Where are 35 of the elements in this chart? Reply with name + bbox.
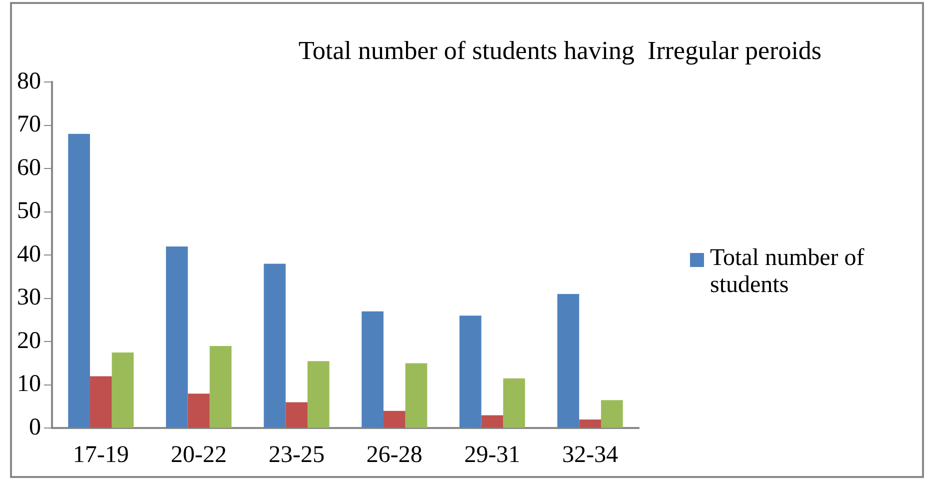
x-tick-label: 20-22	[170, 442, 227, 468]
x-tick-label: 32-34	[562, 442, 618, 468]
bar	[481, 415, 504, 428]
bar	[503, 378, 526, 428]
legend-label: Total number of students	[710, 245, 866, 299]
bar	[166, 246, 188, 428]
bar	[405, 363, 428, 428]
bar	[112, 352, 134, 428]
bar	[90, 376, 112, 428]
x-tick-label: 23-25	[268, 442, 325, 468]
bar	[210, 346, 232, 428]
y-tick-label: 20	[17, 328, 41, 354]
bar	[68, 134, 90, 428]
bar	[383, 410, 406, 428]
y-tick-label: 40	[17, 241, 41, 268]
bar	[601, 400, 623, 428]
y-tick-label: 0	[29, 414, 41, 440]
y-tick-label: 80	[17, 68, 41, 94]
y-tick-label: 10	[17, 371, 41, 398]
bar	[579, 420, 602, 428]
bar	[264, 264, 286, 428]
bar	[286, 402, 308, 428]
y-tick-label: 60	[17, 154, 41, 181]
y-tick-label: 70	[17, 112, 41, 138]
bar	[557, 294, 580, 428]
bar	[308, 361, 330, 428]
bar	[188, 394, 210, 428]
bar	[362, 311, 384, 428]
x-tick-label: 17-19	[72, 442, 129, 468]
bar	[459, 316, 482, 428]
x-tick-label: 29-31	[464, 442, 520, 468]
y-tick-label: 50	[17, 198, 41, 224]
chart-title: Total number of students having Irregular peroids	[297, 36, 823, 66]
y-tick-label: 30	[17, 284, 41, 311]
x-tick-label: 26-28	[366, 442, 422, 468]
